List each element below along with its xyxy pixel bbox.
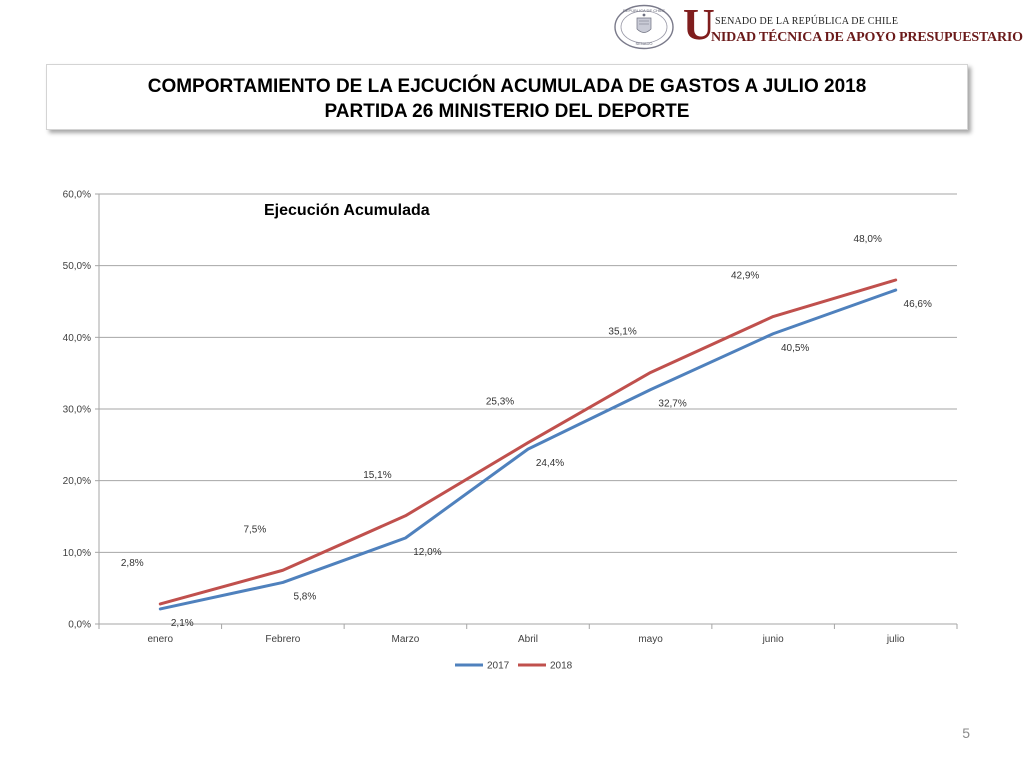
y-tick-label: 40,0% [63, 333, 91, 344]
series-line-2018 [158, 278, 898, 606]
data-label-2018: 2,8% [121, 558, 144, 569]
x-tick-label: Febrero [265, 634, 300, 645]
data-label-2017: 46,6% [904, 299, 932, 310]
title-line2: PARTIDA 26 MINISTERIO DEL DEPORTE [324, 101, 690, 122]
data-label-2017: 2,1% [171, 618, 194, 629]
y-tick-label: 60,0% [63, 190, 91, 201]
senate-seal-icon: REPÚBLICA DE CHILE SENADO [614, 4, 674, 50]
y-tick-label: 30,0% [63, 405, 91, 416]
organization-logo: U SENADO DE LA REPÚBLICA DE CHILE NIDAD … [683, 2, 1023, 50]
seal-text-bottom: SENADO [636, 41, 653, 46]
x-tick-label: enero [147, 634, 173, 645]
org-initial: U [683, 0, 715, 49]
chart-title: Ejecución Acumulada [264, 202, 430, 219]
data-label-2017: 12,0% [413, 547, 441, 558]
data-label-2017: 40,5% [781, 343, 809, 354]
gridlines [99, 193, 957, 625]
data-label-2018: 15,1% [363, 470, 391, 481]
data-label-2017: 24,4% [536, 458, 564, 469]
x-tick-label: mayo [638, 634, 663, 645]
data-labels: 2,1% 5,8% 12,0% 24,4% 32,7% 40,5% 46,6% 2,8% 7,5… [121, 234, 932, 629]
series-line-2017 [158, 288, 898, 611]
data-label-2017: 5,8% [293, 591, 316, 602]
data-label-2018: 42,9% [731, 271, 759, 282]
y-tick-label: 20,0% [63, 476, 91, 487]
seal-text-top: REPÚBLICA DE CHILE [623, 8, 665, 13]
x-tick-label: Marzo [392, 634, 420, 645]
org-line1: SENADO DE LA REPÚBLICA DE CHILE [715, 16, 899, 27]
slide-number: 5 [962, 725, 970, 741]
data-label-2018: 7,5% [243, 524, 266, 535]
x-tick-label: julio [886, 634, 905, 645]
title-box: COMPORTAMIENTO DE LA EJCUCIÓN ACUMULADA … [46, 64, 968, 130]
y-tick-label: 50,0% [63, 261, 91, 272]
data-label-2018: 35,1% [608, 326, 636, 337]
y-tick-label: 0,0% [68, 620, 91, 631]
series-lines [158, 278, 898, 611]
title-line1: COMPORTAMIENTO DE LA EJCUCIÓN ACUMULADA … [147, 76, 867, 97]
x-tick-label: junio [762, 634, 785, 645]
x-tick-label: Abril [518, 634, 538, 645]
legend-label-2017: 2017 [487, 661, 510, 672]
y-tick-label: 10,0% [63, 548, 91, 559]
data-label-2018: 48,0% [854, 234, 882, 245]
org-line2: NIDAD TÉCNICA DE APOYO PRESUPUESTARIO [711, 30, 1023, 45]
data-label-2017: 32,7% [658, 399, 686, 410]
legend-label-2018: 2018 [550, 661, 573, 672]
axes: 0,0% 10,0% 20,0% 30,0% 40,0% 50,0% 60,0% enero F… [63, 190, 958, 645]
legend: 2017 2018 [455, 661, 573, 672]
data-label-2018: 25,3% [486, 397, 514, 408]
